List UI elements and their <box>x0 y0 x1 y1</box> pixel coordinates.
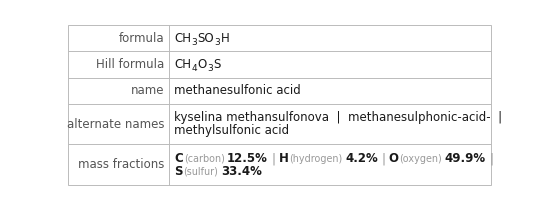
Text: O: O <box>198 58 207 71</box>
Text: S: S <box>174 165 182 178</box>
Text: formula: formula <box>119 32 165 45</box>
Text: 12.5%: 12.5% <box>227 152 268 165</box>
Text: |: | <box>271 152 275 165</box>
Text: CH: CH <box>174 58 191 71</box>
Text: (hydrogen): (hydrogen) <box>289 154 343 163</box>
Text: Hill formula: Hill formula <box>97 58 165 71</box>
Text: C: C <box>174 152 183 165</box>
Text: 4.2%: 4.2% <box>345 152 378 165</box>
Text: name: name <box>131 84 165 97</box>
Text: H: H <box>278 152 289 165</box>
Text: 33.4%: 33.4% <box>221 165 262 178</box>
Text: (oxygen): (oxygen) <box>400 154 442 163</box>
Text: kyselina methansulfonova  |  methanesulphonic-acid-  |: kyselina methansulfonova | methanesulpho… <box>174 111 502 124</box>
Text: mass fractions: mass fractions <box>79 158 165 171</box>
Text: 3: 3 <box>192 38 197 47</box>
Text: S: S <box>213 58 221 71</box>
Text: methanesulfonic acid: methanesulfonic acid <box>174 84 301 97</box>
Text: |: | <box>489 152 494 165</box>
Text: |: | <box>381 152 385 165</box>
Text: CH: CH <box>174 32 191 45</box>
Text: 49.9%: 49.9% <box>445 152 486 165</box>
Text: (sulfur): (sulfur) <box>183 166 218 176</box>
Text: O: O <box>389 152 399 165</box>
Text: SO: SO <box>198 32 214 45</box>
Text: H: H <box>221 32 230 45</box>
Text: (carbon): (carbon) <box>183 154 224 163</box>
Text: 3: 3 <box>215 38 221 47</box>
Text: alternate names: alternate names <box>67 118 165 131</box>
Text: methylsulfonic acid: methylsulfonic acid <box>174 124 289 137</box>
Text: 4: 4 <box>192 64 197 73</box>
Text: 3: 3 <box>207 64 213 73</box>
